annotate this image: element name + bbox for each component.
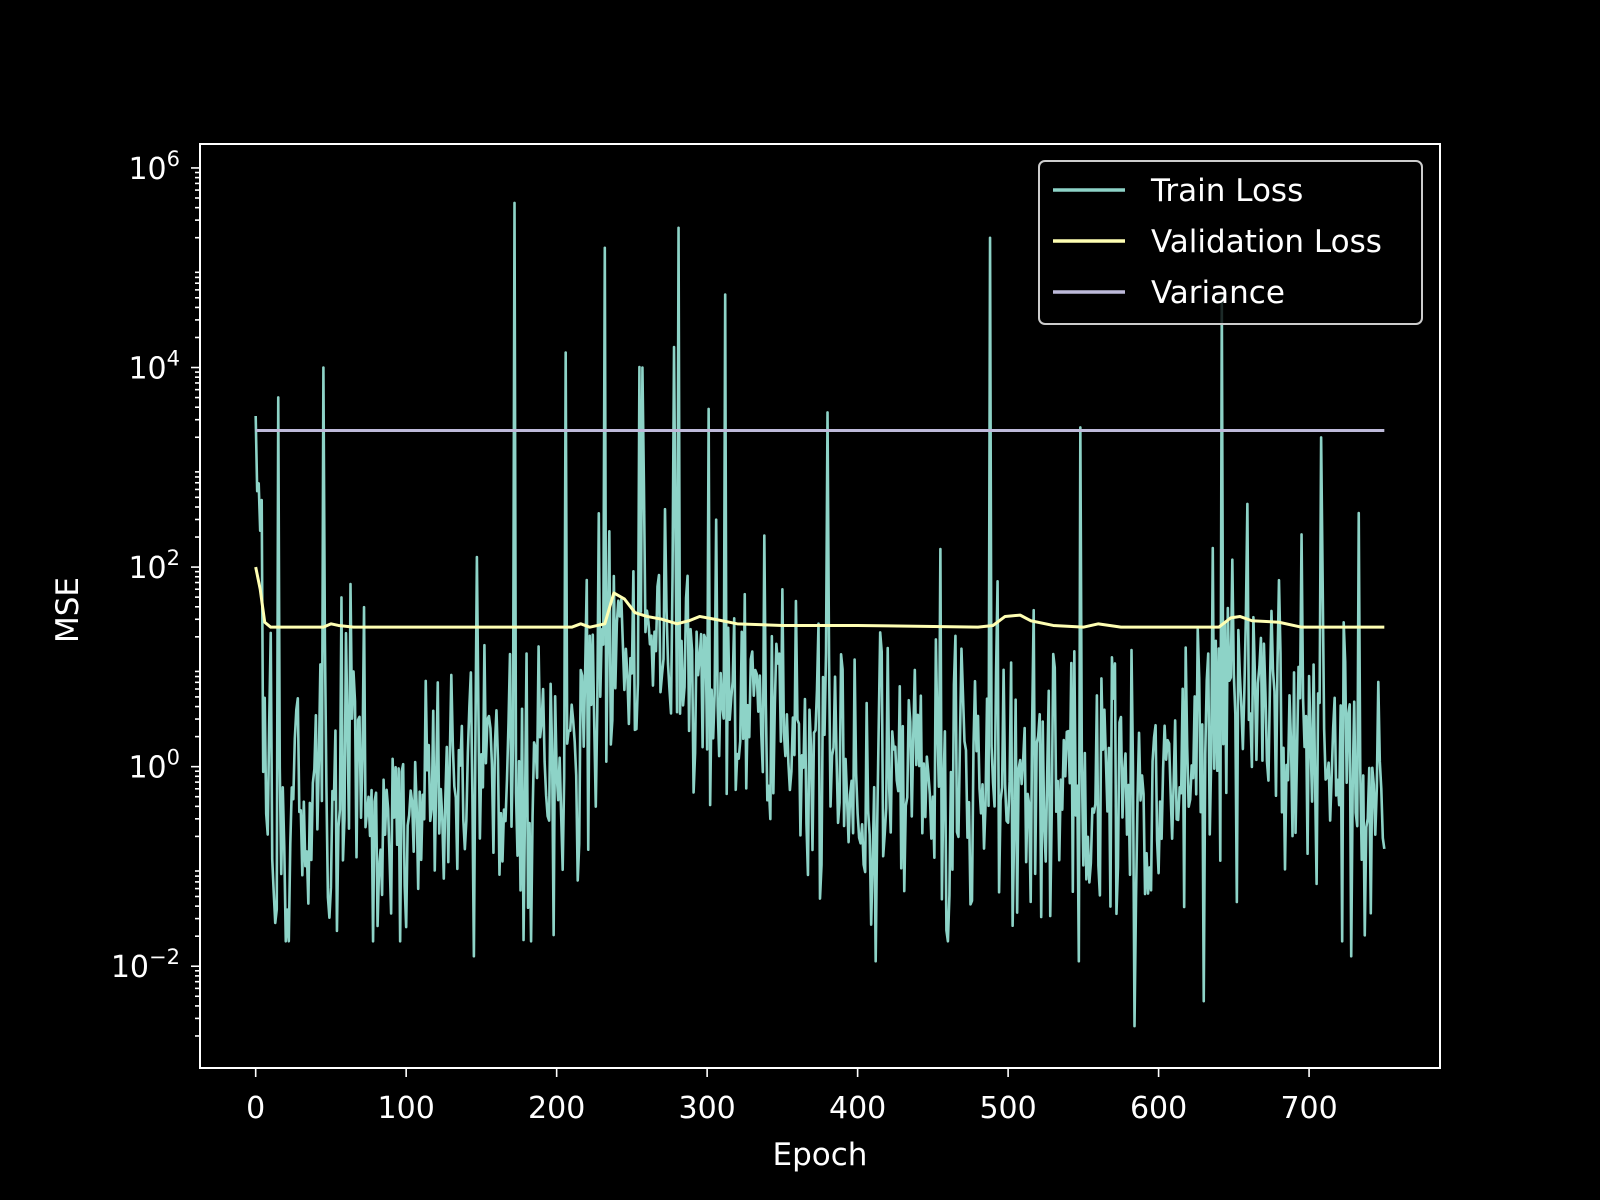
x-tick-label: 500 [979, 1091, 1036, 1126]
legend-label-train-loss: Train Loss [1150, 173, 1303, 209]
validation-loss-line [254, 566, 1385, 629]
x-tick-label: 200 [528, 1091, 585, 1126]
y-tick-label: 106 [128, 147, 180, 187]
train-loss-line [254, 201, 1386, 1028]
series-layer [254, 201, 1386, 1028]
legend-label-variance: Variance [1151, 275, 1285, 311]
x-tick-label: 300 [679, 1091, 736, 1126]
y-tick-label: 102 [128, 546, 180, 586]
y-axis-label: MSE [50, 577, 86, 643]
x-tick-label: 100 [378, 1091, 435, 1126]
y-tick-label: 10−2 [111, 945, 180, 985]
y-axis: 10−2 100 102 104 106 [111, 147, 200, 1037]
x-tick-label: 700 [1280, 1091, 1337, 1126]
legend-box [1038, 160, 1423, 325]
x-tick-label: 400 [829, 1091, 886, 1126]
y-tick-label: 104 [128, 347, 180, 387]
legend-label-validation-loss: Validation Loss [1151, 224, 1382, 260]
legend: Train Loss Validation Loss Variance [1038, 160, 1423, 325]
x-axis: 0 100 200 300 400 500 600 700 [246, 1068, 1338, 1126]
y-tick-label: 100 [128, 746, 180, 786]
x-tick-label: 600 [1130, 1091, 1187, 1126]
x-tick-label: 0 [246, 1091, 265, 1126]
x-axis-label: Epoch [773, 1137, 868, 1173]
